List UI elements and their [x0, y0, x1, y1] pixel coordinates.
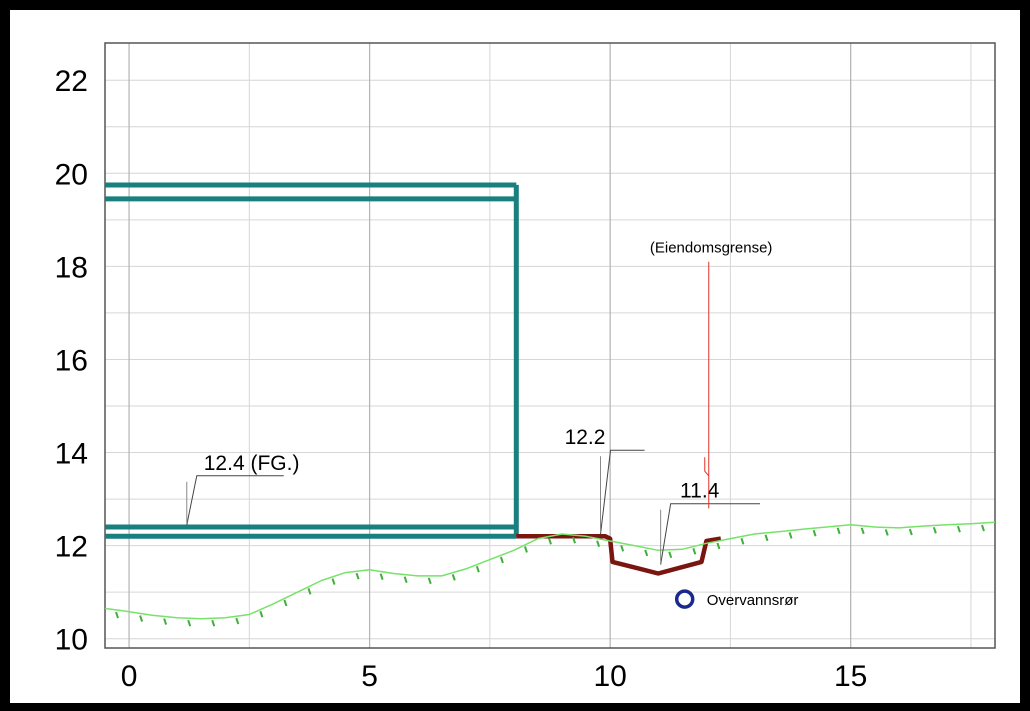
terrain-hatch	[860, 527, 865, 535]
cross-section-chart: 0 5 10 15 10 12 14 16 18 20 22 12.4 (FG.) 12.2 11.4 (…	[55, 42, 996, 693]
annotation-leader-floor	[186, 475, 284, 526]
annotation-leader-edge	[600, 449, 645, 535]
terrain-hatch	[812, 529, 817, 537]
terrain-hatch	[596, 540, 601, 547]
annotation-ditch: 11.4	[680, 480, 720, 503]
terrain-hatch	[307, 588, 312, 595]
terrain-hatch	[451, 574, 456, 581]
y-tick-label: 22	[55, 65, 88, 98]
terrain-hatch	[668, 551, 673, 559]
terrain-hatch	[355, 572, 360, 580]
x-tick-label: 10	[593, 660, 626, 693]
terrain-hatch	[764, 534, 769, 542]
terrain-hatch	[884, 529, 889, 536]
y-tick-label: 10	[55, 624, 88, 657]
annotation-floor: 12.4 (FG.)	[204, 452, 300, 475]
terrain-hatch	[523, 546, 528, 553]
y-tick-label: 20	[55, 158, 88, 191]
annotations: 12.4 (FG.) 12.2 11.4 (Eiendomsgrense) Overva…	[186, 239, 799, 609]
y-tick-label: 18	[55, 251, 88, 284]
terrain-hatch	[716, 542, 721, 550]
terrain-hatch	[692, 547, 697, 555]
terrain-hatch	[908, 528, 913, 536]
terrain-hatch	[259, 610, 264, 618]
terrain-hatch	[740, 537, 745, 545]
road-ditch-line	[516, 534, 722, 576]
terrain-hatch	[956, 525, 961, 533]
terrain-hatch	[548, 537, 552, 545]
terrain-hatch	[331, 578, 336, 585]
terrain-hatch	[163, 618, 168, 625]
series	[104, 182, 996, 627]
terrain-hatch	[572, 536, 577, 544]
terrain-hatch	[139, 615, 144, 622]
y-tick-label: 14	[55, 438, 88, 471]
terrain-hatch	[932, 527, 937, 534]
terrain-hatch	[475, 565, 480, 573]
terrain-hatch	[187, 619, 192, 627]
grid	[105, 43, 995, 648]
terrain-hatch	[283, 599, 288, 607]
property-line-label: (Eiendomsgrense)	[650, 239, 773, 256]
annotation-leader-ditch	[660, 503, 761, 565]
axes: 0 5 10 15 10 12 14 16 18 20 22	[55, 42, 996, 693]
terrain-hatch	[620, 544, 625, 552]
terrain-hatch	[499, 556, 504, 564]
x-tick-label: 15	[834, 660, 867, 693]
pipe-marker	[674, 589, 695, 609]
terrain-hatch	[211, 619, 216, 627]
chart-frame: 0 5 10 15 10 12 14 16 18 20 22 12.4 (FG.) 12.2 11.4 (…	[10, 10, 1020, 703]
terrain-hatch	[427, 577, 432, 585]
x-tick-label: 0	[121, 660, 138, 693]
plot-border	[104, 42, 996, 649]
y-tick-label: 12	[55, 531, 88, 564]
terrain-hatch	[981, 524, 985, 532]
pipe-label: Overvannsrør	[707, 592, 799, 609]
terrain-hatch	[379, 573, 384, 580]
terrain-hatch	[788, 532, 793, 539]
terrain-hatch	[115, 611, 119, 619]
terrain-hatch	[235, 617, 240, 625]
y-tick-label: 16	[55, 344, 88, 377]
terrain-line	[104, 521, 996, 620]
terrain-hatch	[403, 576, 408, 584]
property-line-arrow	[704, 457, 710, 477]
annotation-edge: 12.2	[565, 426, 606, 449]
terrain-hatch	[644, 549, 649, 557]
terrain-hatch	[836, 527, 841, 535]
x-tick-label: 5	[361, 660, 378, 693]
